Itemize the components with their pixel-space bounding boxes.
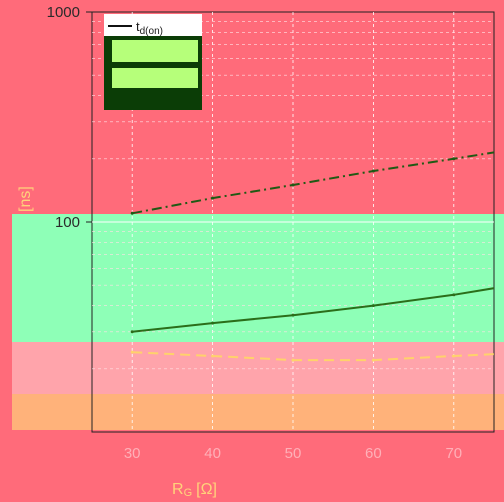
- series-2-point: [211, 354, 215, 358]
- y-tick-label: 100: [55, 214, 80, 231]
- y-ticks: 1000 100: [47, 4, 92, 231]
- series-1-point: [130, 330, 134, 334]
- series-0-point: [371, 169, 375, 173]
- series-1-point: [211, 321, 215, 325]
- x-tick-label: 70: [445, 445, 462, 462]
- x-axis-title: RG [Ω]: [172, 481, 217, 499]
- x-tick-label: 60: [365, 445, 382, 462]
- x-axis-title-sub: G: [184, 487, 193, 499]
- series-0-point: [452, 157, 456, 161]
- legend-label: td(on): [136, 19, 163, 37]
- legend-header: [104, 14, 202, 36]
- legend-label-sub: d(on): [140, 26, 163, 37]
- series-0-point: [211, 196, 215, 200]
- y-axis-title: [ns]: [17, 186, 34, 212]
- band-pink: [12, 342, 504, 394]
- series-line-1: [132, 287, 494, 333]
- legend: td(on): [104, 14, 202, 110]
- x-ticks: 30 40 50 60 70: [124, 445, 462, 462]
- series-2-point: [291, 358, 295, 362]
- x-tick-label: 40: [204, 445, 221, 462]
- series-1-point: [291, 313, 295, 317]
- series-2-point: [452, 354, 456, 358]
- series-1-point: [371, 304, 375, 308]
- series-0-point: [291, 183, 295, 187]
- x-tick-label: 50: [285, 445, 302, 462]
- legend-highlight-2: [112, 68, 198, 88]
- x-tick-label: 30: [124, 445, 141, 462]
- series-line-2: [132, 351, 494, 362]
- series-layer: [130, 151, 494, 362]
- y-tick-label: 1000: [47, 4, 80, 21]
- series-2-point: [371, 358, 375, 362]
- band-orange: [12, 394, 504, 430]
- series-2-point: [130, 350, 134, 354]
- series-1-point: [452, 293, 456, 297]
- band-green: [12, 214, 504, 342]
- legend-highlight: [112, 40, 198, 62]
- series-line-0: [132, 151, 494, 215]
- series-0-point: [130, 211, 134, 215]
